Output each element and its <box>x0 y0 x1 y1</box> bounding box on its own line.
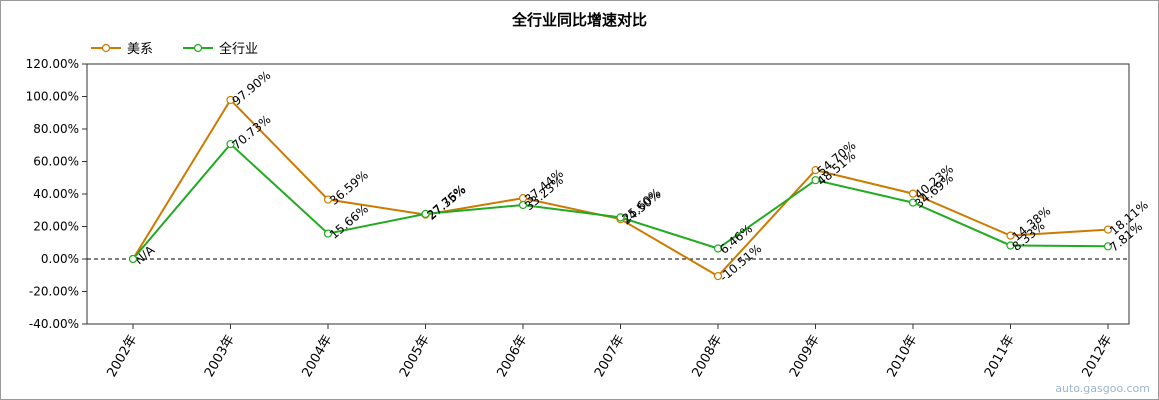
data-point <box>811 166 820 175</box>
x-tick-label: 2010年 <box>884 333 920 380</box>
data-point <box>1103 242 1113 251</box>
x-tick-label: 2005年 <box>397 333 433 380</box>
x-tick-label: 2009年 <box>787 333 823 380</box>
data-point <box>1006 231 1015 240</box>
data-label: 15.66% <box>327 202 371 242</box>
watermark-text: auto.gasgoo.com <box>1055 382 1150 395</box>
y-tick-label: 40.00% <box>33 187 79 201</box>
x-tick-label: 2007年 <box>592 333 628 380</box>
x-tick-label: 2011年 <box>982 333 1018 380</box>
data-point <box>1006 241 1015 250</box>
data-point <box>1103 225 1113 234</box>
legend-label: 美系 <box>127 42 153 57</box>
data-point <box>226 139 235 149</box>
data-point <box>421 209 430 218</box>
data-point <box>226 95 235 105</box>
data-point <box>323 229 333 238</box>
data-label: 25.60% <box>619 186 663 226</box>
y-tick-label: -20.00% <box>29 285 79 299</box>
series-line-1 <box>132 142 1109 260</box>
data-label: 97.90% <box>229 68 273 108</box>
data-point <box>713 271 723 281</box>
data-point <box>908 198 918 207</box>
legend-label: 全行业 <box>219 41 258 57</box>
y-tick-label: 0.00% <box>41 252 79 266</box>
data-point <box>908 189 918 198</box>
data-label: 27.76% <box>424 182 468 222</box>
x-tick-label: 2008年 <box>689 333 725 380</box>
x-tick-label: 2006年 <box>494 333 530 380</box>
x-tick-label: 2012年 <box>1079 333 1115 380</box>
y-tick-label: 100.00% <box>26 90 79 104</box>
data-point <box>323 195 333 204</box>
x-tick-label: 2004年 <box>299 333 335 380</box>
x-tick-label: 2002年 <box>104 333 140 380</box>
y-tick-label: 80.00% <box>33 122 79 136</box>
legend-marker <box>193 43 203 53</box>
x-tick-label: 2003年 <box>202 333 238 380</box>
chart-title: 全行业同比增速对比 <box>511 11 647 29</box>
y-tick-label: 60.00% <box>33 155 79 169</box>
legend-marker <box>101 43 111 53</box>
data-point <box>811 176 820 185</box>
y-tick-label: 120.00% <box>26 57 79 71</box>
y-tick-label: 20.00% <box>33 220 79 234</box>
data-point <box>128 254 138 264</box>
y-tick-label: -40.00% <box>29 317 79 331</box>
data-label: 70.73% <box>229 112 273 152</box>
data-point <box>616 213 625 222</box>
data-point <box>713 244 723 253</box>
data-point <box>518 200 528 210</box>
